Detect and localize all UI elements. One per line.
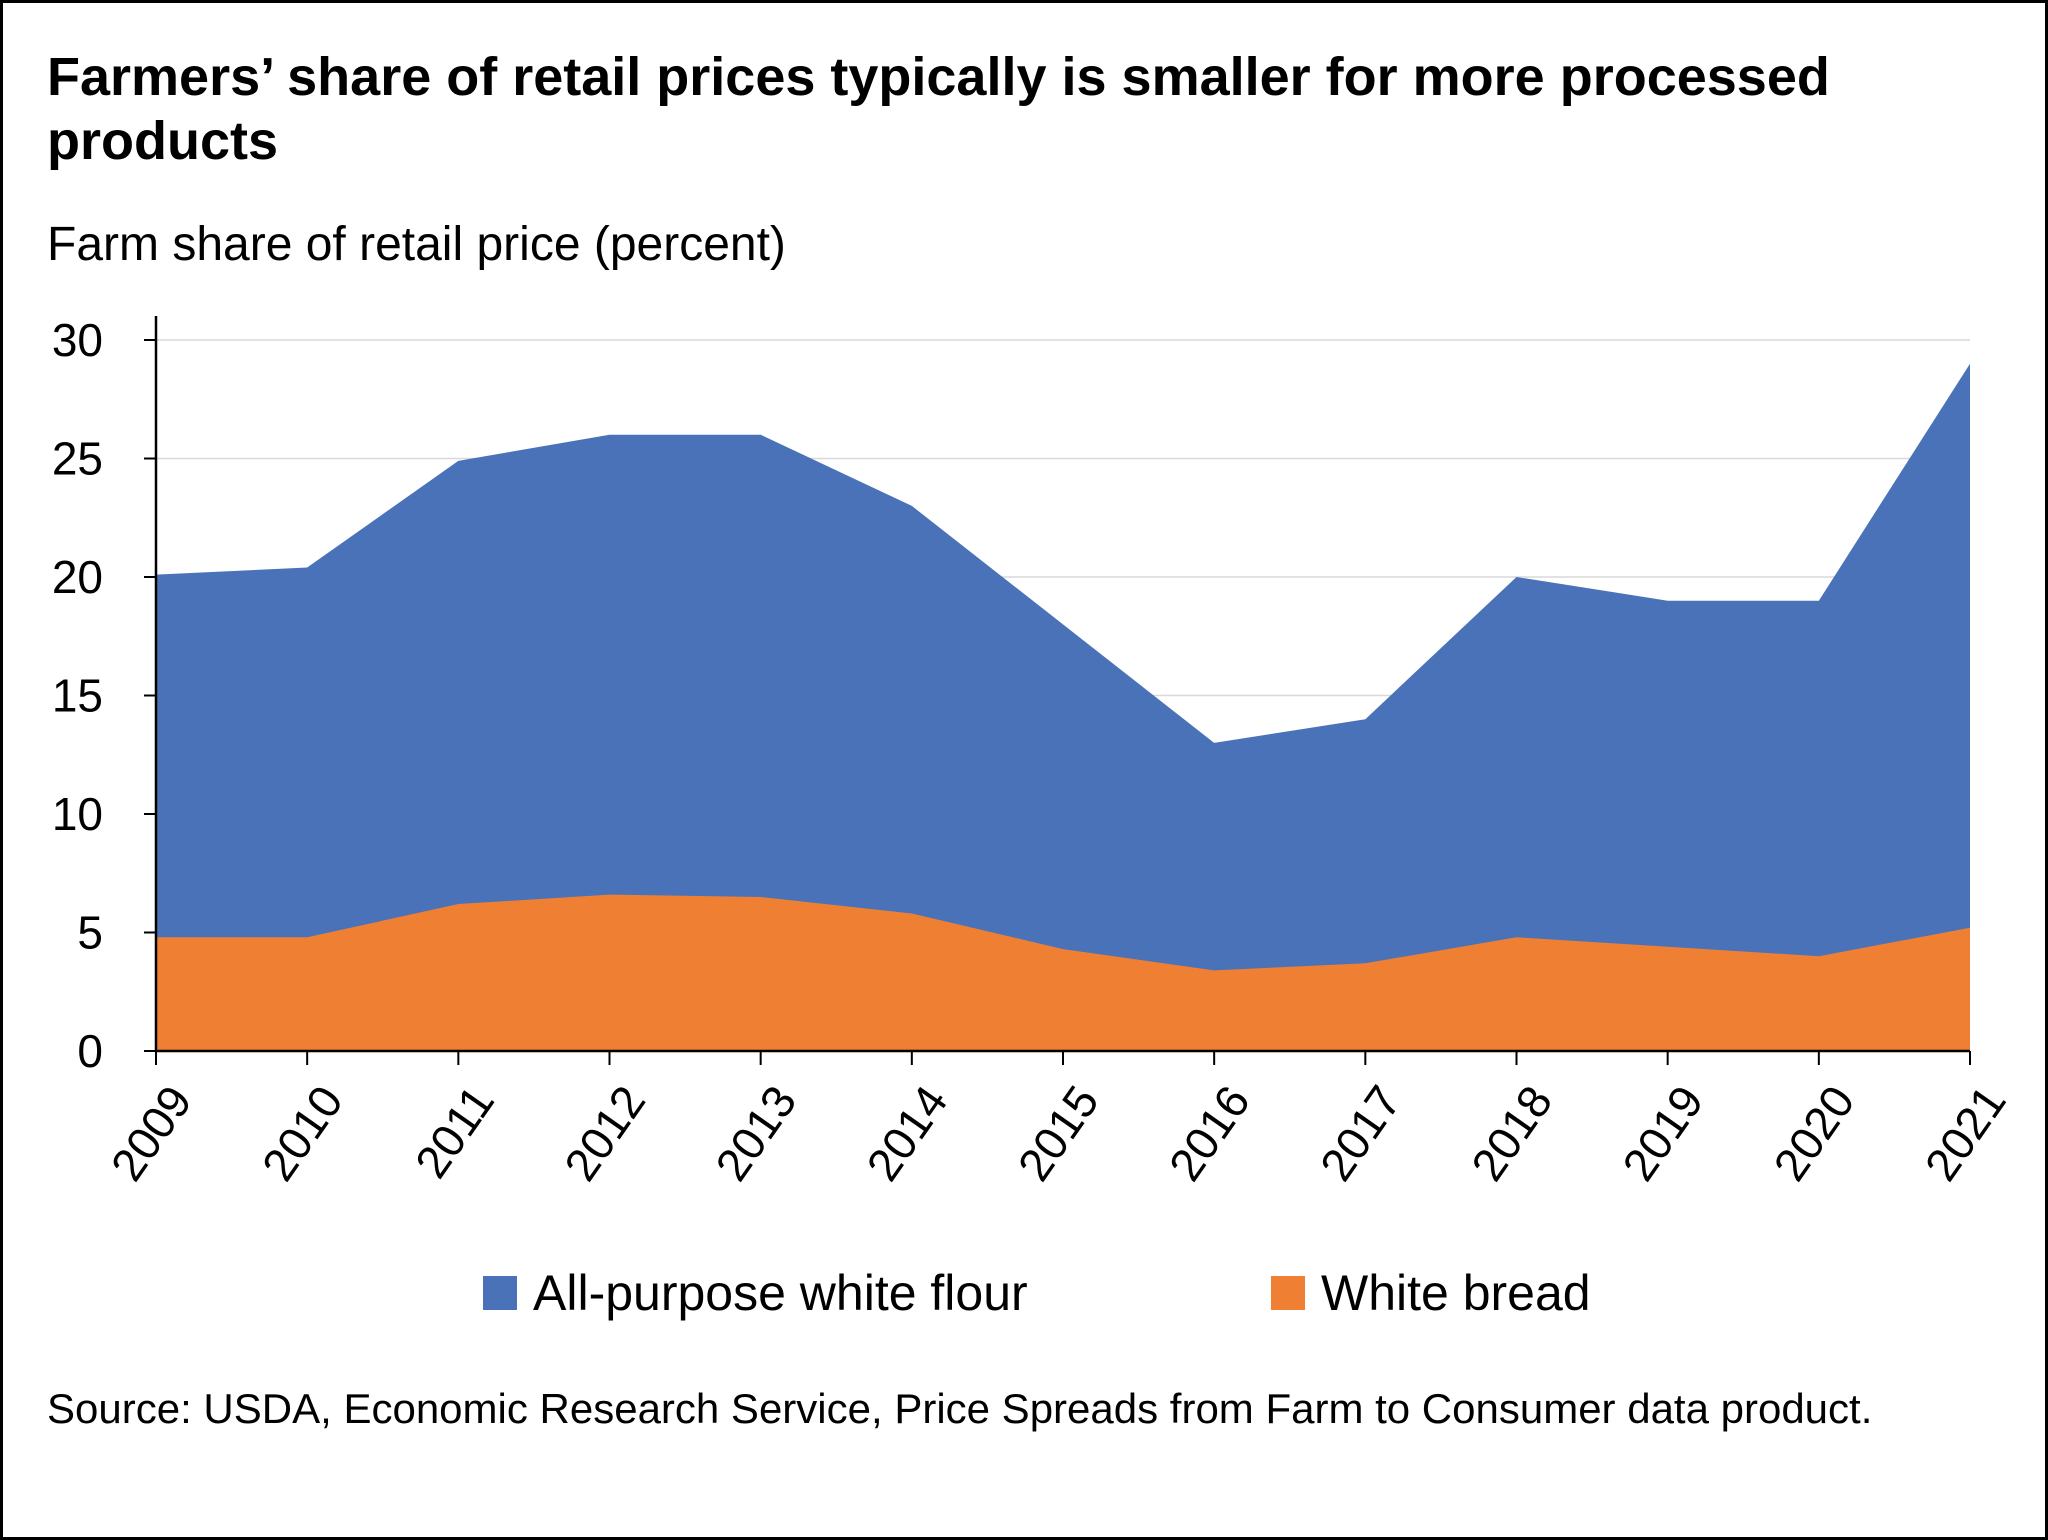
y-tick-label: 10 (52, 788, 103, 840)
axes (144, 316, 1971, 1065)
x-tick-label: 2015 (1007, 1076, 1108, 1190)
x-tick-labels: 2009 2010 2011 2012 2013 2014 2015 2016 2017 2018… (100, 1076, 2015, 1190)
x-tick-label: 2009 (100, 1076, 201, 1190)
chart-title: Farmers’ share of retail prices typicall… (47, 47, 1830, 171)
x-tick-label: 2017 (1310, 1076, 1411, 1190)
y-tick-label: 15 (52, 670, 103, 722)
x-tick-label: 2018 (1461, 1076, 1562, 1190)
legend-label-bread: White bread (1321, 1265, 1591, 1321)
series-areas (155, 363, 1971, 1051)
legend-item-bread: White bread (1271, 1258, 1591, 1328)
x-tick-label: 2011 (405, 1076, 504, 1187)
y-tick-labels: 0 5 10 15 20 25 30 (52, 314, 103, 1077)
x-tick-label: 2021 (1914, 1076, 2015, 1190)
x-tick-label: 2019 (1612, 1076, 1713, 1190)
y-tick-label: 25 (52, 433, 103, 485)
x-tick-label: 2013 (705, 1076, 806, 1190)
legend: All-purpose white flour White bread (3, 1258, 2048, 1328)
y-tick-label: 0 (77, 1025, 103, 1077)
x-tick-label: 2014 (856, 1076, 957, 1190)
x-tick-label: 2020 (1763, 1076, 1864, 1190)
legend-item-flour: All-purpose white flour (483, 1258, 1028, 1328)
area-series-bread (156, 894, 1970, 1051)
area-series-flour (156, 363, 1970, 1051)
x-tick-label: 2012 (554, 1076, 655, 1190)
y-tick-label: 20 (52, 551, 103, 603)
legend-label-flour: All-purpose white flour (533, 1265, 1028, 1321)
x-tick-label: 2010 (252, 1076, 353, 1190)
legend-swatch-flour (483, 1276, 517, 1310)
y-tick-label: 5 (77, 907, 103, 959)
x-tick-label: 2016 (1159, 1076, 1260, 1190)
area-chart: 0 5 10 15 20 25 30 2009 2010 2011 2012 2013 2014 201… (52, 314, 2016, 1190)
legend-swatch-bread (1271, 1276, 1305, 1310)
y-axis-label: Farm share of retail price (percent) (47, 218, 786, 271)
y-tick-label: 30 (52, 314, 103, 366)
source-note: Source: USDA, Economic Research Service,… (47, 1385, 1873, 1432)
